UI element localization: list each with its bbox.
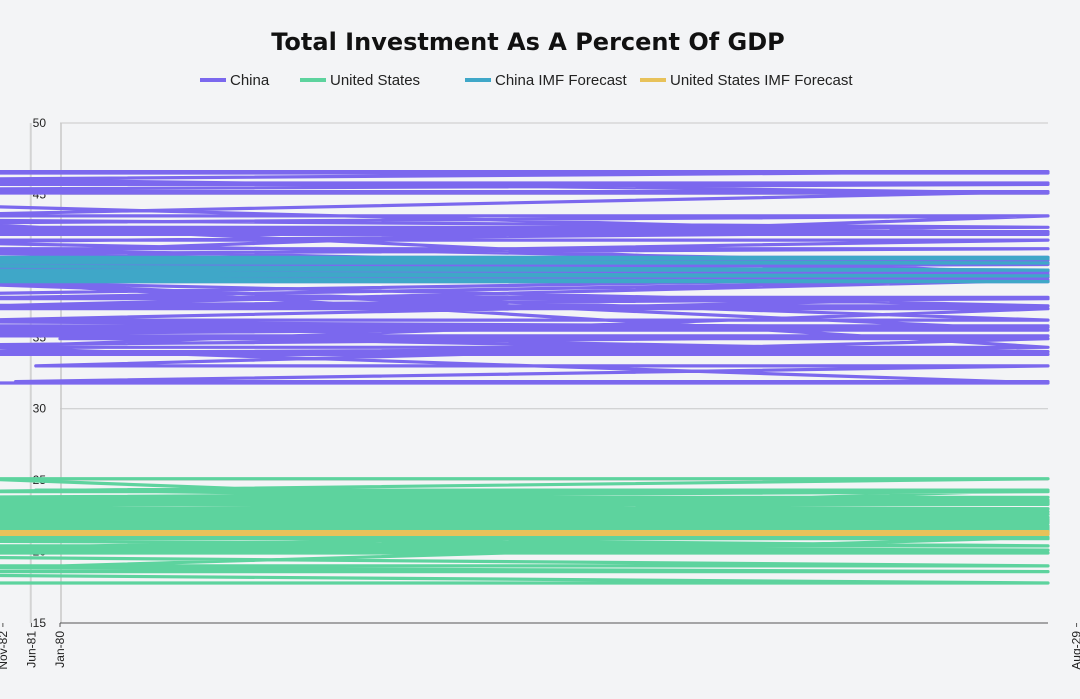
chart-title: Total Investment As A Percent Of GDP: [271, 28, 785, 56]
x-tick-label: Nov-82: [0, 631, 10, 670]
recession-shading: [29, 123, 62, 623]
y-tick-label: 30: [33, 402, 47, 416]
legend: China United States China IMF Forecast Unit…: [200, 72, 853, 89]
x-tick-label: Aug-29: [1070, 631, 1080, 670]
recession-band: [29, 123, 32, 623]
y-tick-label: 15: [33, 616, 47, 630]
legend-label-china-imf-forecast: China IMF Forecast: [495, 72, 628, 89]
series-line-china-imf-forecast: [0, 255, 1050, 284]
series-line-united-states: [0, 477, 1050, 585]
legend-label-united-states: United States: [330, 72, 420, 89]
legend-item-united-states-imf-forecast: United States IMF Forecast: [640, 72, 853, 89]
series-line-united-states-imf-forecast: [0, 530, 1050, 536]
legend-item-united-states: United States: [300, 72, 420, 89]
x-axis: Jan-80Jun-81Nov-82Apr-84Sep-85Feb-87Jul-…: [0, 623, 1080, 670]
y-tick-label: 50: [33, 116, 47, 130]
x-tick-label: Jan-80: [53, 631, 67, 668]
legend-label-united-states-imf-forecast: United States IMF Forecast: [670, 72, 853, 89]
legend-item-china-imf-forecast: China IMF Forecast: [465, 72, 628, 89]
x-tick-label: Jun-81: [24, 631, 38, 668]
series-line-china: [0, 170, 1050, 385]
legend-item-china: China: [200, 72, 270, 89]
legend-label-china: China: [230, 72, 270, 89]
series-lines: [0, 170, 1050, 585]
recession-band: [60, 123, 62, 623]
